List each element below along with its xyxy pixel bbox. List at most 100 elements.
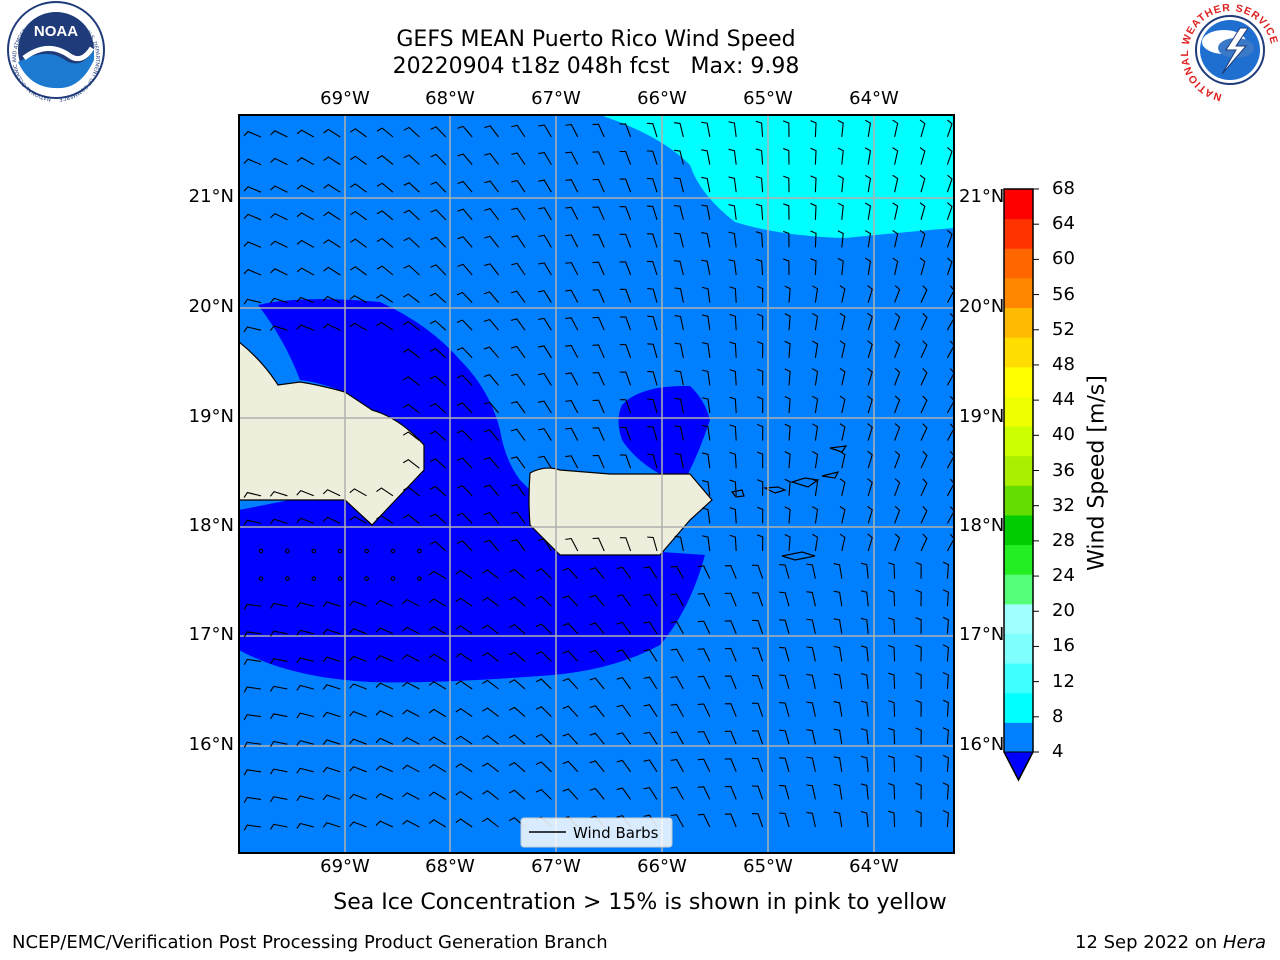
wind-barb	[429, 430, 447, 442]
wind-barb	[510, 483, 526, 497]
wind-barb	[349, 266, 367, 276]
wind-barb	[894, 312, 901, 331]
wind-barb	[752, 757, 764, 772]
wind-barb	[592, 123, 605, 138]
wind-barb	[833, 673, 843, 690]
wind-barb	[296, 740, 314, 746]
wind-barb	[428, 570, 447, 580]
wind-barb	[646, 205, 658, 220]
wind-barb	[402, 737, 420, 745]
wind-barb	[860, 672, 869, 690]
wind-barb	[483, 318, 500, 331]
wind-barb	[402, 681, 420, 690]
wind-barb	[270, 630, 288, 637]
wind-barb	[915, 782, 922, 800]
wind-barb	[892, 257, 899, 276]
wind-barb	[296, 267, 315, 276]
wind-barb	[296, 490, 315, 497]
colorbar-tick-label: 16	[1052, 635, 1075, 657]
wind-barb	[755, 120, 764, 138]
lat-label-right: 21°N	[959, 186, 1005, 207]
wind-barb	[942, 644, 949, 662]
wind-barb	[482, 734, 499, 745]
wind-barb	[322, 822, 341, 828]
colorbar-segment	[1004, 307, 1033, 338]
wind-barb	[349, 155, 367, 166]
wind-barb	[456, 402, 473, 414]
wind-barb	[784, 340, 791, 358]
wind-barb	[728, 121, 737, 138]
lon-label-top: 64°W	[849, 88, 899, 109]
colorbar-segment	[1004, 722, 1033, 753]
wind-barb	[812, 312, 819, 331]
wind-barb	[535, 788, 552, 800]
wind-barb	[724, 730, 737, 745]
wind-barb	[915, 617, 922, 634]
lat-label-right: 17°N	[959, 624, 1005, 645]
wind-barb	[589, 787, 605, 800]
wind-barb	[756, 285, 764, 303]
wind-barb	[482, 817, 499, 828]
colorbar-tick-label: 36	[1052, 459, 1075, 481]
map-border	[238, 114, 955, 854]
wind-barb	[701, 452, 711, 469]
wind-barb	[483, 429, 500, 441]
wind-barb	[894, 340, 901, 358]
wind-barb	[270, 130, 288, 138]
wind-barb-calm	[390, 576, 396, 581]
wind-barb	[508, 761, 526, 773]
wind-barb	[942, 589, 949, 607]
wind-barb	[270, 685, 288, 692]
wind-barb	[670, 814, 684, 828]
wind-barb	[589, 760, 605, 773]
wind-barb	[243, 186, 262, 193]
wind-barb	[867, 450, 873, 469]
wind-barb	[894, 423, 901, 441]
wind-barb	[592, 289, 605, 303]
wind-barb	[864, 174, 872, 193]
wind-barb	[919, 229, 926, 248]
wind-barb	[867, 395, 873, 414]
wind-barb	[456, 291, 473, 303]
wind-barb	[701, 286, 711, 303]
wind-barb	[674, 535, 684, 552]
wind-barb	[565, 206, 579, 221]
wind-barb	[428, 625, 447, 635]
wind-barb	[616, 732, 632, 745]
wind-barb	[349, 183, 367, 193]
wind-barb	[729, 396, 737, 414]
wind-barb	[752, 730, 764, 745]
wind-barb	[833, 701, 843, 717]
wind-barb	[839, 395, 846, 414]
virgin-islands	[730, 445, 848, 561]
lat-label-left: 18°N	[188, 515, 234, 536]
wind-barb	[269, 297, 288, 304]
wind-barb-calm	[285, 576, 290, 581]
wind-barb	[562, 622, 579, 635]
wind-barb	[812, 478, 819, 496]
wind-barb	[812, 368, 819, 386]
wind-barb	[562, 705, 579, 717]
wind-barb	[482, 679, 499, 690]
wind-barb	[647, 288, 658, 303]
wind-barb	[919, 174, 926, 193]
wind-barb	[483, 374, 500, 386]
wind-barb	[810, 202, 817, 220]
wind-barb	[616, 704, 632, 717]
wind-barb	[592, 316, 605, 331]
wind-barb	[428, 763, 447, 773]
wind-barb	[946, 451, 954, 469]
wind-barb	[455, 597, 473, 607]
wind-barb	[833, 590, 843, 607]
wind-barb	[243, 326, 262, 333]
map-area	[239, 115, 954, 853]
wind-barb	[755, 258, 764, 276]
wind-barb	[724, 703, 737, 717]
wind-barb	[892, 174, 899, 193]
wind-barb	[484, 235, 500, 248]
wind-barb	[860, 755, 869, 772]
colorbar-segment	[1004, 189, 1033, 220]
wind-barb	[724, 592, 737, 607]
wind-barb	[562, 567, 579, 579]
wind-barb	[806, 729, 816, 745]
